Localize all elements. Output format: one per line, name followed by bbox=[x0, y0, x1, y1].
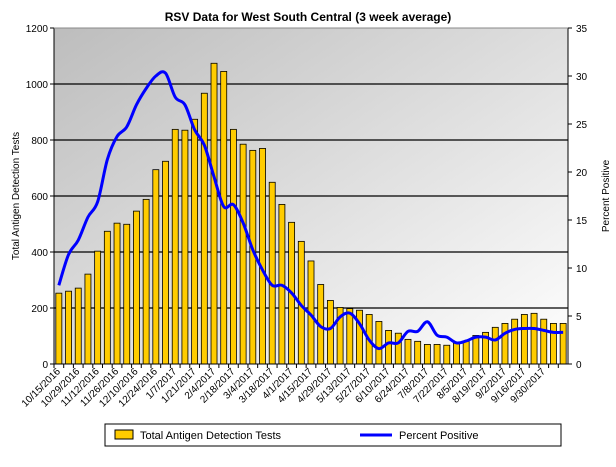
y2-axis-title: Percent Positive bbox=[601, 159, 612, 232]
y2-tick-label: 0 bbox=[576, 360, 582, 371]
bar bbox=[520, 314, 528, 365]
y2-tick-label: 35 bbox=[576, 24, 588, 35]
bar bbox=[230, 128, 237, 365]
bar bbox=[540, 318, 548, 365]
bar bbox=[530, 312, 538, 365]
bar bbox=[259, 147, 266, 365]
bar bbox=[200, 92, 208, 365]
bar bbox=[346, 308, 354, 365]
bar bbox=[501, 322, 509, 365]
bar bbox=[55, 292, 63, 365]
y2-tick-label: 5 bbox=[576, 312, 582, 323]
legend-bar-swatch bbox=[114, 429, 134, 440]
bar bbox=[394, 332, 402, 365]
bar bbox=[84, 273, 92, 365]
y-tick-label: 1000 bbox=[26, 80, 49, 91]
bar bbox=[74, 287, 82, 365]
bar bbox=[94, 250, 102, 365]
y2-tick-label: 15 bbox=[576, 216, 588, 227]
y-tick-label: 400 bbox=[31, 248, 48, 259]
y-tick-label: 800 bbox=[31, 136, 48, 147]
bar bbox=[472, 335, 480, 365]
bar bbox=[414, 340, 422, 365]
bar bbox=[123, 223, 131, 365]
y-tick-label: 1200 bbox=[26, 24, 49, 35]
bar bbox=[423, 343, 431, 365]
bar bbox=[433, 343, 441, 365]
y-tick-label: 200 bbox=[31, 304, 48, 315]
bar bbox=[171, 128, 179, 365]
y2-tick-label: 10 bbox=[576, 264, 588, 275]
bar bbox=[453, 342, 460, 365]
legend: Total Antigen Detection Tests Percent Po… bbox=[104, 423, 562, 447]
bar bbox=[191, 118, 199, 365]
bar bbox=[550, 322, 557, 365]
chart-title: RSV Data for West South Central (3 week … bbox=[165, 10, 452, 24]
bar bbox=[65, 290, 72, 365]
bar bbox=[162, 160, 169, 365]
legend-box bbox=[104, 423, 562, 447]
bar bbox=[103, 230, 111, 365]
bar bbox=[268, 181, 276, 365]
bar bbox=[511, 318, 519, 365]
bar bbox=[239, 143, 247, 365]
bar bbox=[404, 338, 412, 365]
bar bbox=[133, 210, 140, 365]
bar bbox=[210, 62, 218, 365]
legend-bar-label: Total Antigen Detection Tests bbox=[140, 430, 282, 442]
bar bbox=[559, 322, 567, 365]
bar bbox=[113, 222, 121, 365]
bar bbox=[220, 71, 228, 365]
bar bbox=[326, 300, 334, 365]
bar bbox=[491, 326, 499, 365]
y-tick-label: 600 bbox=[31, 192, 48, 203]
legend-line-label: Percent Positive bbox=[399, 430, 478, 442]
y2-tick-label: 30 bbox=[576, 72, 588, 83]
y2-tick-label: 25 bbox=[576, 120, 588, 131]
bar bbox=[385, 329, 392, 365]
y-tick-label: 0 bbox=[42, 360, 48, 371]
bar bbox=[462, 340, 470, 365]
y-axis-title: Total Antigen Detection Tests bbox=[11, 132, 22, 260]
bar bbox=[152, 169, 160, 365]
percent-positive-line bbox=[57, 70, 564, 351]
y2-tick-label: 20 bbox=[576, 168, 588, 179]
bar bbox=[375, 321, 383, 365]
bar bbox=[443, 344, 451, 365]
bar bbox=[181, 129, 189, 365]
bar bbox=[142, 198, 150, 365]
